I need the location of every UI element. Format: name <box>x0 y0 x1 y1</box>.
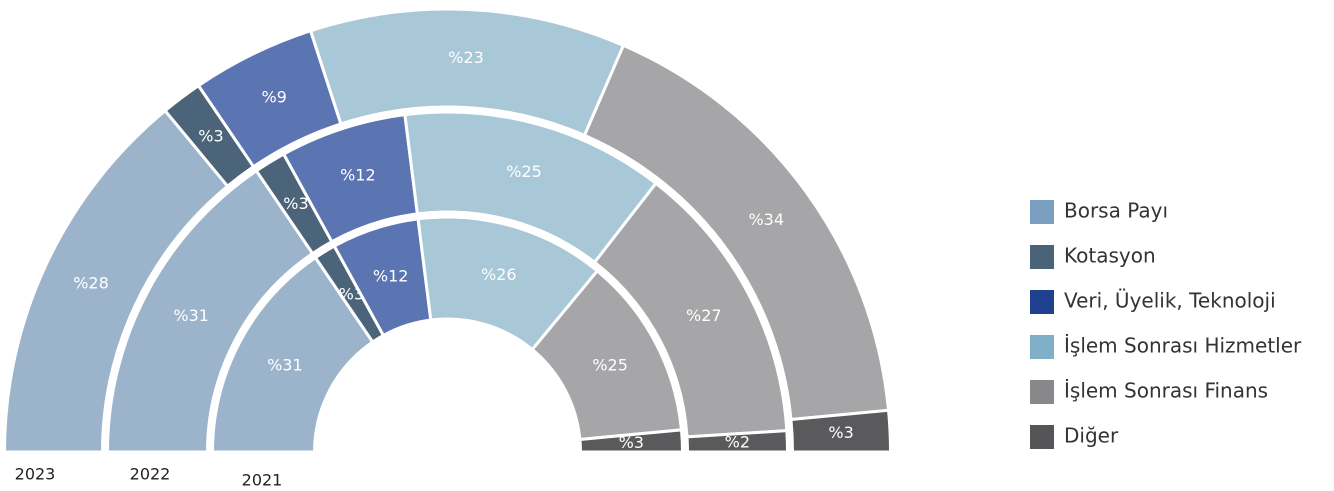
data-label: %25 <box>592 355 628 374</box>
data-label: %2 <box>725 432 750 451</box>
legend-label: İşlem Sonrası Finans <box>1064 379 1268 403</box>
legend-label: İşlem Sonrası Hizmetler <box>1064 334 1302 358</box>
ring-label: 2022 <box>130 465 171 484</box>
data-label: %26 <box>481 265 517 284</box>
data-label: %23 <box>448 48 484 67</box>
data-label: %3 <box>828 423 853 442</box>
data-label: %31 <box>267 355 303 374</box>
legend-swatch <box>1030 290 1054 314</box>
segment <box>789 408 893 454</box>
legend-swatch <box>1030 380 1054 404</box>
data-label: %3 <box>198 126 223 145</box>
data-label: %9 <box>261 88 286 107</box>
legend-swatch <box>1030 200 1054 224</box>
data-label: %3 <box>619 433 644 452</box>
data-label: %25 <box>506 162 542 181</box>
legend-label: Kotasyon <box>1064 244 1156 268</box>
data-label: %28 <box>73 274 109 293</box>
legend-swatch <box>1030 425 1054 449</box>
legend-swatch <box>1030 335 1054 359</box>
legend-label: Veri, Üyelik, Teknoloji <box>1064 289 1276 313</box>
legend-swatch <box>1030 245 1054 269</box>
data-label: %3 <box>283 194 308 213</box>
data-label: %34 <box>748 210 784 229</box>
data-label: %12 <box>373 267 409 286</box>
legend-label: Diğer <box>1064 424 1119 448</box>
data-label: %27 <box>686 306 722 325</box>
legend-label: Borsa Payı <box>1064 199 1168 223</box>
segment <box>685 429 790 454</box>
segment <box>578 428 685 454</box>
data-label: %31 <box>173 306 209 325</box>
data-label: %12 <box>340 166 376 185</box>
ring-label: 2021 <box>242 471 283 490</box>
ring-label: 2023 <box>15 465 56 484</box>
